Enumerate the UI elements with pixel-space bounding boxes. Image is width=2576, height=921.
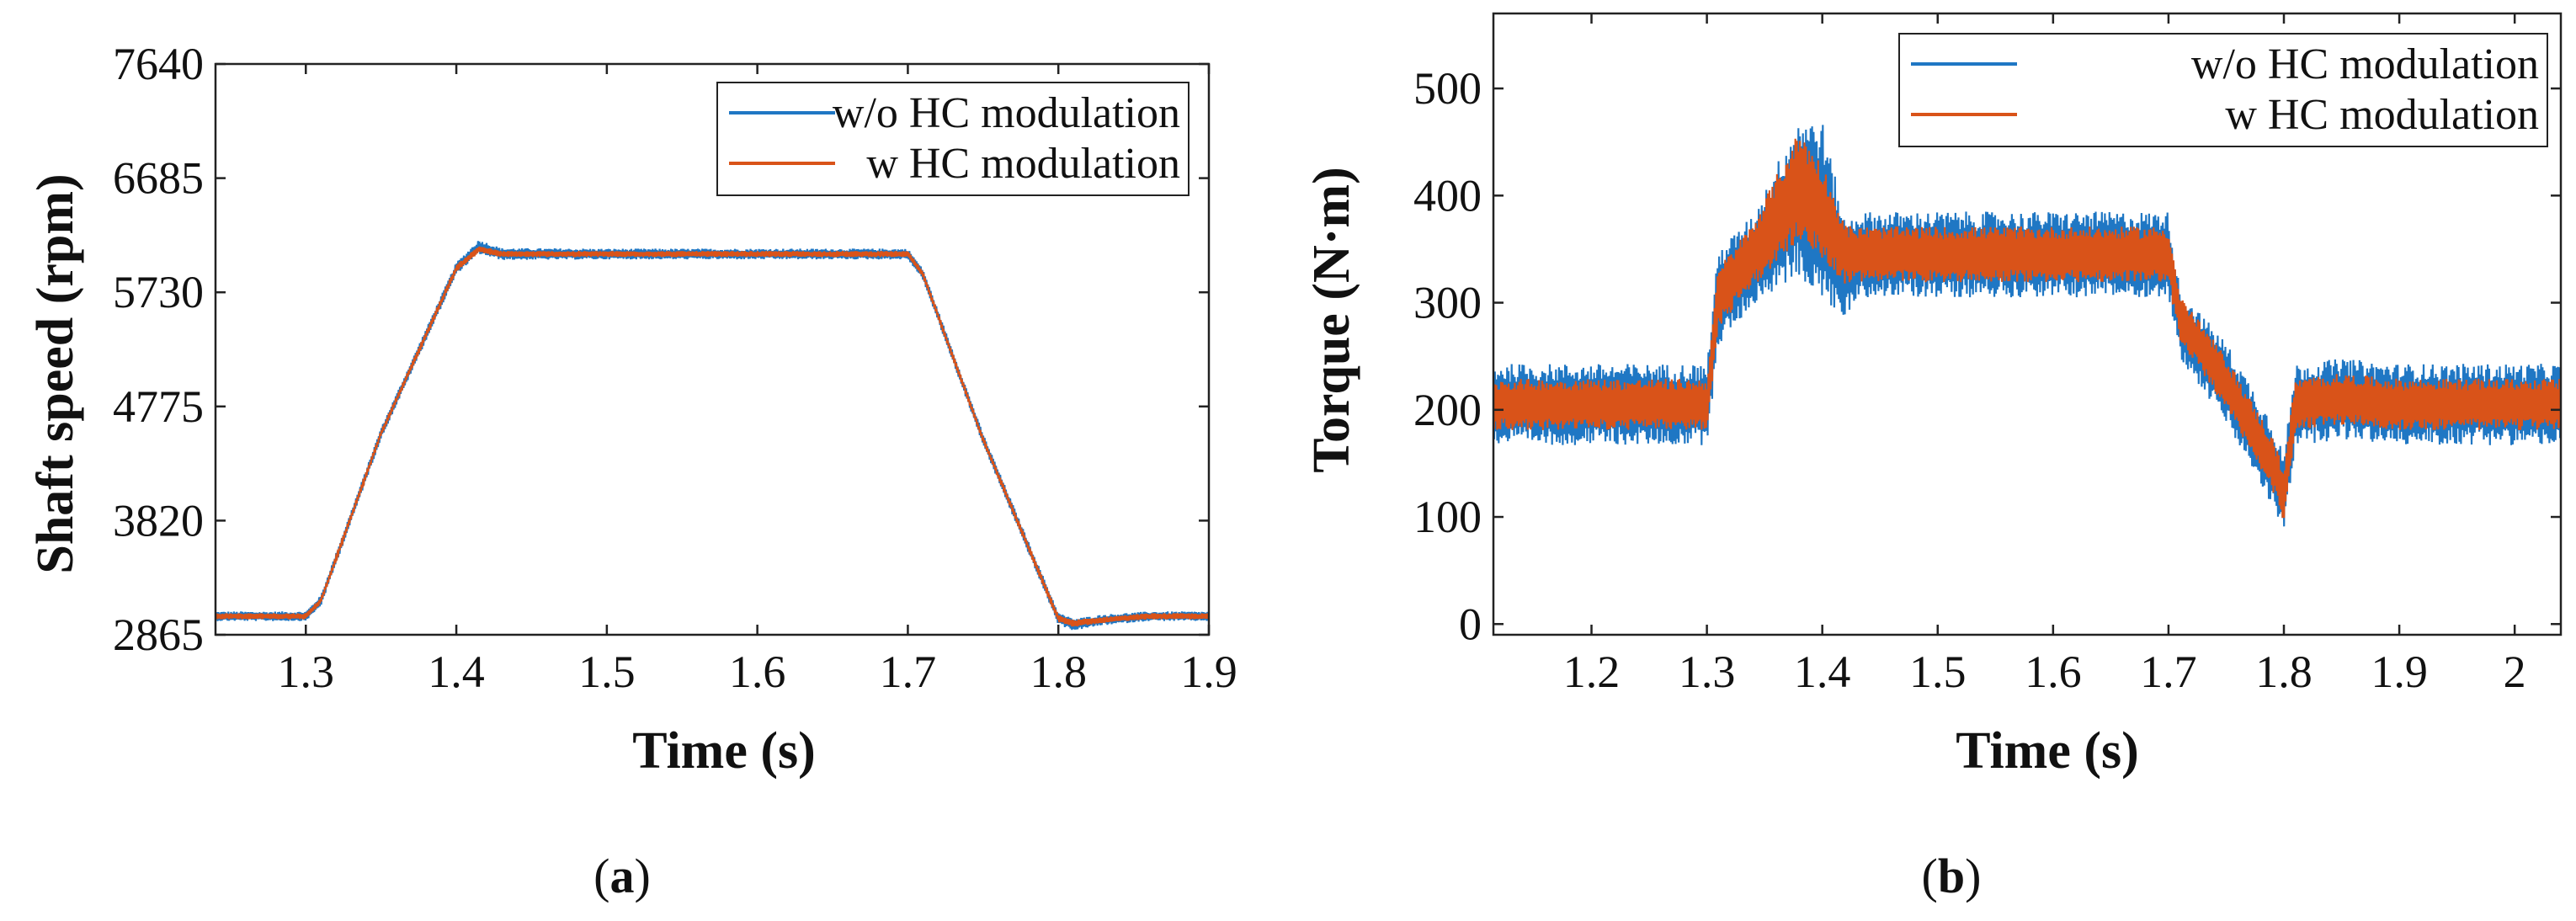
xtick-label-b: 1.7 xyxy=(2140,647,2197,697)
xtick-label-a: 1.5 xyxy=(578,647,636,697)
xtick-label-b: 1.3 xyxy=(1679,647,1736,697)
xtick-label-a: 1.4 xyxy=(428,647,485,697)
xtick-label-b: 1.5 xyxy=(1909,647,1967,697)
chart-a-ylabel: Shaft speed (rpm) xyxy=(27,173,84,573)
legend-label-b-2: w HC modulation xyxy=(2225,91,2539,139)
xtick-label-b: 2 xyxy=(2504,647,2526,697)
series-line-b-2 xyxy=(1493,138,2561,519)
chart-panel-a: Shaft speed (rpm) Time (s) (a) 7640 6685 5… xyxy=(27,39,1237,903)
xtick-label-b: 1.4 xyxy=(1794,647,1851,697)
ytick-label-b: 400 xyxy=(1413,170,1482,221)
chart-b-ylabel: Torque (N·m) xyxy=(1303,167,1360,472)
legend-label-b-1: w/o HC modulation xyxy=(2191,40,2539,88)
ytick-label-a: 6685 xyxy=(113,153,204,204)
ytick-label-b: 100 xyxy=(1413,492,1482,542)
xtick-label-a: 1.6 xyxy=(729,647,786,697)
ytick-label-a: 3820 xyxy=(113,495,204,546)
chart-b-xlabel: Time (s) xyxy=(1956,722,2139,780)
xtick-label-b: 1.8 xyxy=(2255,647,2313,697)
plot-frame-a xyxy=(214,62,1211,636)
series-line-b-1 xyxy=(1493,125,2561,527)
xtick-label-b: 1.9 xyxy=(2371,647,2428,697)
chart-a-xlabel: Time (s) xyxy=(632,722,816,780)
ytick-label-b: 300 xyxy=(1413,278,1482,328)
chart-a-panel-letter: a xyxy=(610,849,635,903)
xtick-label-a: 1.9 xyxy=(1180,647,1237,697)
series-line-a-2 xyxy=(216,246,1209,627)
ytick-label-b: 200 xyxy=(1413,385,1482,435)
chart-a-panel-label: (a) xyxy=(593,849,651,903)
legend-box-b xyxy=(1898,33,2548,147)
plot-frame-b xyxy=(1492,12,2563,636)
chart-panel-b: Torque (N·m) Time (s) (b) 500 400 300 200 10… xyxy=(1303,12,2563,903)
chart-b-panel-letter: b xyxy=(1938,849,1965,903)
xtick-label-b: 1.2 xyxy=(1563,647,1621,697)
chart-b-panel-label: (b) xyxy=(1922,849,1982,903)
series-line-a-1 xyxy=(216,241,1209,631)
xtick-label-a: 1.8 xyxy=(1030,647,1087,697)
xtick-label-a: 1.3 xyxy=(278,647,335,697)
legend-box-a xyxy=(716,82,1190,196)
ytick-label-b: 0 xyxy=(1459,599,1482,649)
xtick-label-a: 1.7 xyxy=(880,647,937,697)
ytick-label-a: 5730 xyxy=(113,267,204,317)
ytick-label-b: 500 xyxy=(1413,63,1482,114)
ytick-label-a: 4775 xyxy=(113,381,204,432)
legend-label-a-2: w HC modulation xyxy=(866,140,1180,188)
legend-label-a-1: w/o HC modulation xyxy=(833,89,1180,137)
xtick-label-b: 1.6 xyxy=(2025,647,2082,697)
ytick-label-a: 2865 xyxy=(113,610,204,660)
ytick-label-a: 7640 xyxy=(113,39,204,89)
